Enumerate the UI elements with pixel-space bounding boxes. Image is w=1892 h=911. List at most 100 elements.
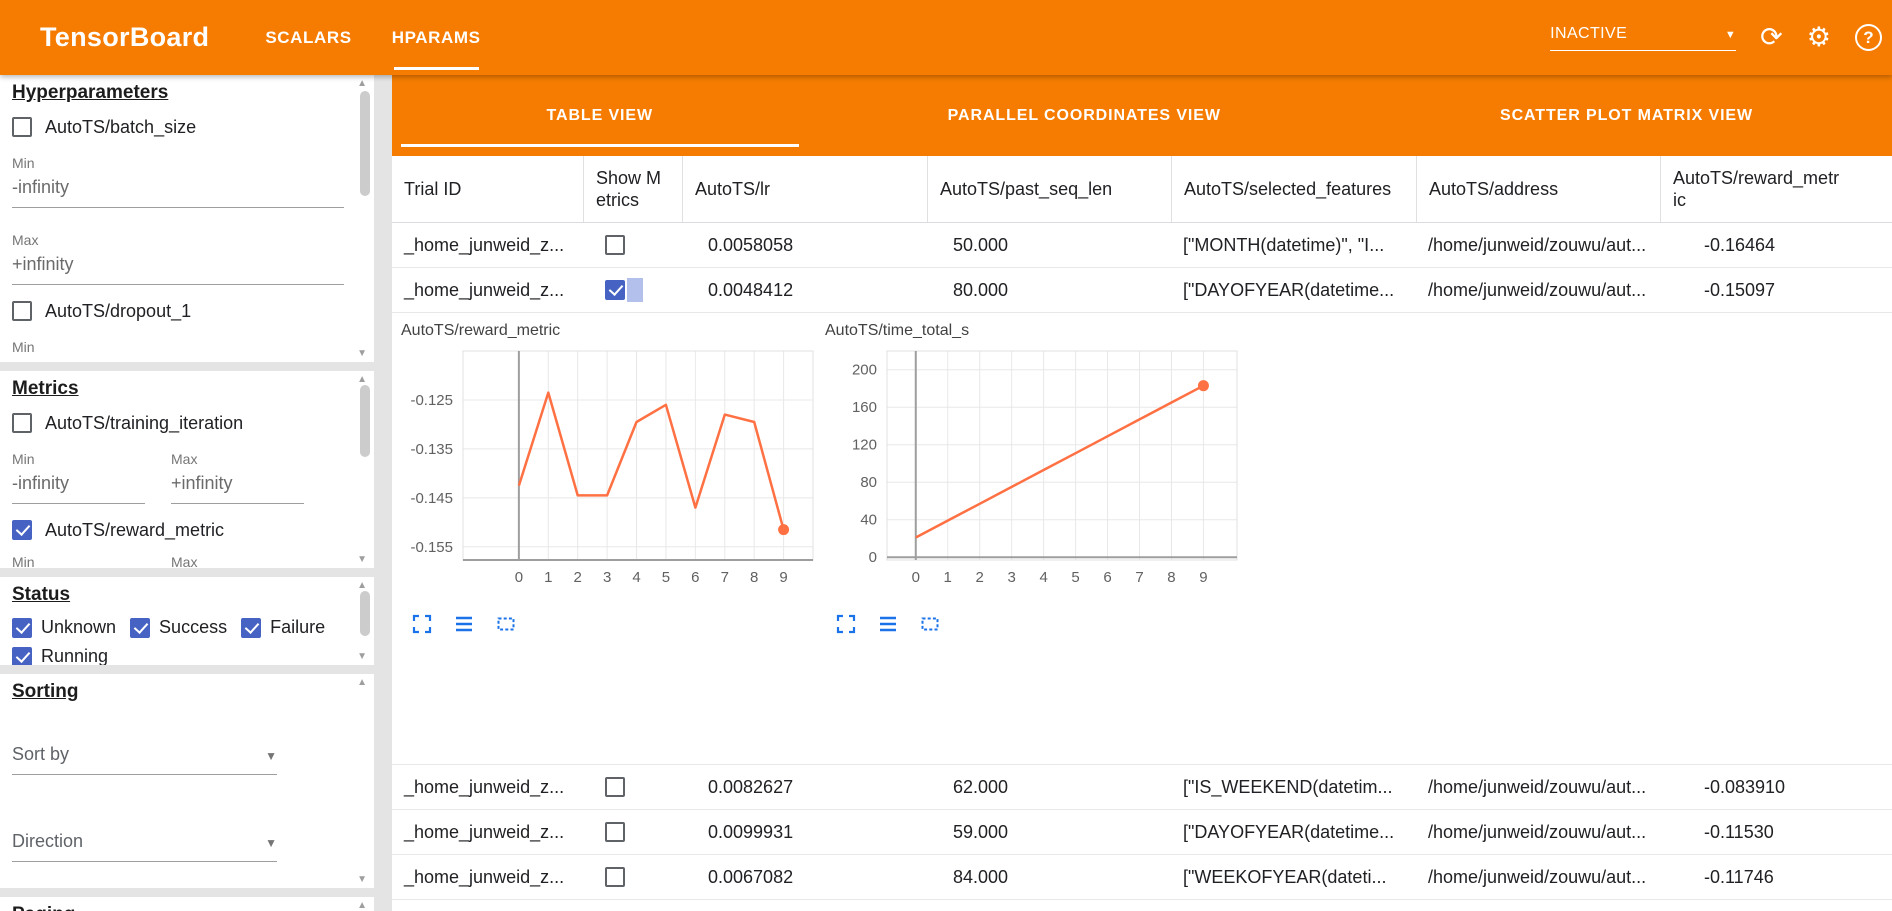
column-header-autots-past-seq-len[interactable]: AutoTS/past_seq_len	[927, 156, 1171, 222]
hparam-label: AutoTS/batch_size	[45, 117, 196, 138]
fit-domain-icon[interactable]	[495, 613, 517, 635]
scroll-up-icon[interactable]	[357, 580, 367, 591]
show-data-icon[interactable]	[877, 613, 899, 635]
metric-item: AutoTS/reward_metric	[12, 518, 344, 542]
trial-id-cell: _home_junweid_z...	[392, 268, 583, 312]
help-icon[interactable]	[1855, 24, 1882, 51]
status-checkbox[interactable]	[241, 618, 261, 638]
scroll-down-icon[interactable]	[357, 651, 367, 662]
scrollbar-thumb[interactable]	[360, 91, 370, 196]
reload-interval-select[interactable]: INACTIVE	[1550, 25, 1736, 51]
metrics-heading: Metrics	[12, 371, 344, 401]
column-header-autots-reward-metric[interactable]: AutoTS/reward_metric	[1660, 156, 1892, 222]
min-label: Min	[12, 339, 344, 355]
scroll-down-icon[interactable]	[357, 554, 367, 565]
direction-select[interactable]: Direction	[12, 831, 277, 862]
column-header-trial-id[interactable]: Trial ID	[392, 156, 583, 222]
svg-text:1: 1	[544, 569, 552, 586]
scroll-down-icon[interactable]	[357, 874, 367, 885]
status-option-running: Running	[12, 646, 108, 665]
status-checkbox[interactable]	[12, 647, 32, 666]
scroll-down-icon[interactable]	[357, 348, 367, 359]
hparam-checkbox[interactable]	[12, 301, 32, 321]
show-metrics-checkbox[interactable]	[605, 867, 625, 887]
reward-metric-cell: -0.11530	[1660, 810, 1892, 854]
fullscreen-icon[interactable]	[411, 613, 433, 635]
table-row: _home_junweid_z...0.008262762.000["IS_WE…	[392, 765, 1892, 810]
nav-tab-hparams[interactable]: HPARAMS	[372, 0, 501, 75]
column-header-autots-address[interactable]: AutoTS/address	[1416, 156, 1660, 222]
selected-features-cell: ["DAYOFYEAR(datetime...	[1171, 810, 1416, 854]
status-label: Failure	[270, 617, 325, 638]
chevron-down-icon	[1725, 25, 1736, 43]
scroll-up-icon[interactable]	[357, 900, 367, 911]
metric-checkbox[interactable]	[12, 520, 32, 540]
scroll-up-icon[interactable]	[357, 374, 367, 385]
view-tab-scatter-plot-matrix-view[interactable]: SCATTER PLOT MATRIX VIEW	[1361, 75, 1892, 156]
status-checkbox[interactable]	[12, 618, 32, 638]
refresh-icon[interactable]	[1760, 24, 1783, 51]
hparam-checkbox[interactable]	[12, 117, 32, 137]
status-checkbox[interactable]	[130, 618, 150, 638]
show-metrics-cell	[583, 223, 682, 267]
nav-tab-scalars[interactable]: SCALARS	[245, 0, 371, 75]
svg-text:-0.155: -0.155	[410, 539, 453, 556]
scrollbar-thumb[interactable]	[360, 385, 370, 457]
checkbox-ripple	[627, 278, 643, 302]
column-header-show-metrics[interactable]: Show Metrics	[583, 156, 682, 222]
svg-text:7: 7	[1135, 569, 1143, 586]
address-cell: /home/junweid/zouwu/aut...	[1416, 268, 1660, 312]
svg-text:3: 3	[1007, 569, 1015, 586]
lr-cell: 0.0082627	[682, 765, 927, 809]
show-data-icon[interactable]	[453, 613, 475, 635]
reward-metric-cell: -0.16464	[1660, 223, 1892, 267]
show-metrics-checkbox[interactable]	[605, 777, 625, 797]
hparam-item: AutoTS/dropout_1	[12, 299, 344, 323]
hparam-item: AutoTS/batch_size	[12, 115, 344, 139]
show-metrics-checkbox[interactable]	[605, 235, 625, 255]
top-bar: TensorBoard SCALARSHPARAMS INACTIVE	[0, 0, 1892, 75]
metric-checkbox[interactable]	[12, 413, 32, 433]
view-tab-table-view[interactable]: TABLE VIEW	[392, 75, 808, 156]
fullscreen-icon[interactable]	[835, 613, 857, 635]
show-metrics-checkbox[interactable]	[605, 822, 625, 842]
show-metrics-checkbox[interactable]	[605, 280, 625, 300]
min-field: Min	[12, 435, 145, 504]
time-total-line-chart[interactable]: 040801201602000123456789	[825, 343, 1249, 593]
trial-id-cell: _home_junweid_z...	[392, 223, 583, 267]
column-header-autots-selected-features[interactable]: AutoTS/selected_features	[1171, 156, 1416, 222]
settings-gear-icon[interactable]	[1807, 24, 1831, 51]
min-field: Min	[12, 155, 344, 208]
status-label: Success	[159, 617, 227, 638]
max-input[interactable]	[171, 469, 304, 504]
sorting-panel: Sorting Sort by Direction	[0, 674, 374, 888]
reward-metric-line-chart[interactable]: -0.125-0.135-0.145-0.1550123456789	[401, 343, 825, 593]
chart-toolbar	[825, 613, 1249, 635]
max-input[interactable]	[12, 250, 344, 285]
sort-by-select[interactable]: Sort by	[12, 744, 277, 775]
scroll-up-icon[interactable]	[357, 677, 367, 688]
lr-cell: 0.0048412	[682, 268, 927, 312]
scroll-up-icon[interactable]	[357, 78, 367, 89]
min-label: Min	[12, 451, 145, 467]
max-label: Max	[171, 451, 304, 467]
trial-id-cell: _home_junweid_z...	[392, 810, 583, 854]
svg-text:-0.125: -0.125	[410, 392, 453, 409]
hparam-label: AutoTS/dropout_1	[45, 301, 191, 322]
min-input[interactable]	[12, 173, 344, 208]
scrollbar-thumb[interactable]	[360, 591, 370, 636]
max-label: Max	[12, 232, 344, 248]
view-tab-parallel-coordinates-view[interactable]: PARALLEL COORDINATES VIEW	[808, 75, 1362, 156]
status-panel: Status UnknownSuccessFailureRunning	[0, 577, 374, 665]
hyperparameters-panel: Hyperparameters AutoTS/batch_size Min Ma…	[0, 75, 374, 362]
svg-text:3: 3	[603, 569, 611, 586]
selected-features-cell: ["MONTH(datetime)", "I...	[1171, 223, 1416, 267]
selected-features-cell: ["DAYOFYEAR(datetime...	[1171, 268, 1416, 312]
column-header-autots-lr[interactable]: AutoTS/lr	[682, 156, 927, 222]
chart-title: AutoTS/reward_metric	[401, 321, 825, 341]
min-input[interactable]	[12, 469, 145, 504]
time-total-chart-block: AutoTS/time_total_s 04080120160200012345…	[825, 321, 1249, 764]
fit-domain-icon[interactable]	[919, 613, 941, 635]
past-seq-len-cell: 50.000	[927, 223, 1171, 267]
paging-panel: Paging	[0, 897, 374, 911]
